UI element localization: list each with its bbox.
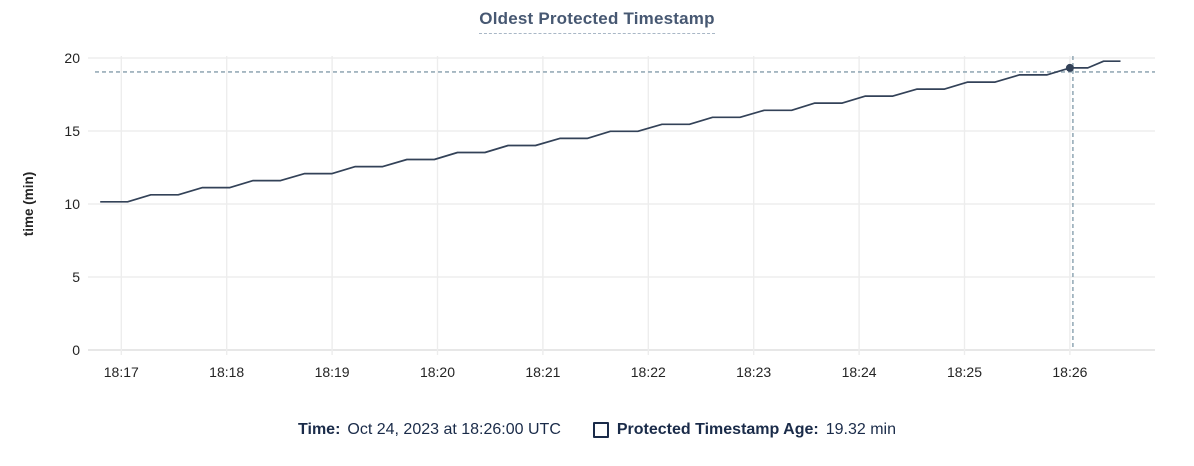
x-tick-label: 18:26 — [1052, 364, 1087, 380]
x-tick-label: 18:17 — [104, 364, 139, 380]
legend-time-label: Time: — [298, 421, 341, 438]
y-tick-label: 0 — [72, 342, 80, 358]
y-tick-label: 20 — [64, 50, 80, 66]
legend-time-value: Oct 24, 2023 at 18:26:00 UTC — [347, 421, 561, 438]
y-axis-title: time (min) — [21, 172, 36, 237]
x-tick-label: 18:22 — [631, 364, 666, 380]
chart-header: Oldest Protected Timestamp — [0, 9, 1194, 34]
series-toggle-checkbox[interactable] — [592, 422, 609, 438]
x-tick-label: 18:19 — [315, 364, 350, 380]
x-tick-label: 18:23 — [736, 364, 771, 380]
legend-series-label: Protected Timestamp Age: — [616, 421, 819, 438]
series-line — [100, 60, 1121, 203]
x-tick-label: 18:21 — [525, 364, 560, 380]
x-tick-label: 18:24 — [842, 364, 877, 380]
hover-dot — [1065, 63, 1074, 72]
legend-series-value: 19.32 min — [825, 421, 896, 438]
legend: Time: Oct 24, 2023 at 18:26:00 UTC Prote… — [0, 417, 1194, 443]
y-tick-label: 10 — [64, 196, 80, 212]
y-tick-label: 5 — [72, 269, 80, 285]
x-tick-label: 18:20 — [420, 364, 455, 380]
x-tick-label: 18:25 — [947, 364, 982, 380]
x-tick-label: 18:18 — [209, 364, 244, 380]
line-chart-plot-area[interactable]: 0 5 10 15 20 18:17 18:18 18:19 18:20 18:21 18:22 18… — [0, 0, 1194, 400]
y-tick-label: 15 — [64, 123, 80, 139]
chart-title[interactable]: Oldest Protected Timestamp — [479, 9, 715, 34]
